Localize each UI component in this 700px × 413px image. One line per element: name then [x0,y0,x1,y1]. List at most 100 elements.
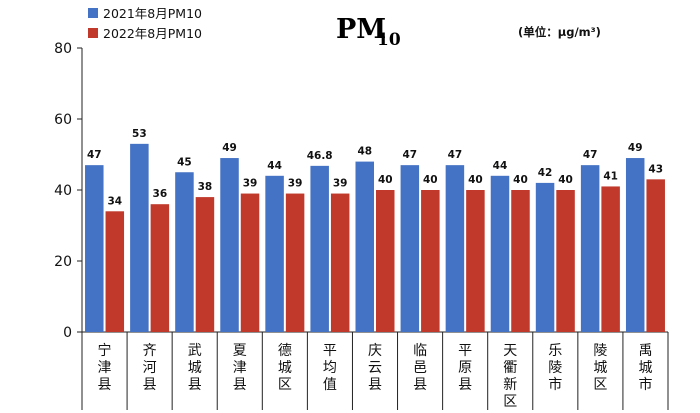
bar-2021 [490,175,510,332]
category-label-char: 城 [638,360,652,376]
category-label-char: 河 [143,360,157,376]
category-label-char: 县 [143,377,157,393]
y-tick-label: 40 [54,183,72,199]
data-label-2021: 46.8 [307,150,333,162]
category-label-char: 武 [188,343,202,359]
bar-2022 [601,186,620,332]
legend-swatch-2022 [88,28,98,38]
data-labels: 47 34 53 36 45 38 49 39 44 39 46.8 39 48 40 47 40 47 40 44… [87,128,663,207]
bar-2022 [511,190,530,332]
bar-2022 [195,197,215,332]
category-label-char: 区 [503,394,517,410]
category-label-char: 德 [278,343,292,359]
bar-2022 [646,179,665,332]
bar-2022 [376,190,395,332]
category-label-char: 陵 [548,360,562,376]
bars [85,143,665,332]
category-label-char: 齐 [143,343,157,359]
category-label-char: 云 [368,360,382,376]
unit-label: (单位：μg/m³) [518,25,601,39]
data-label-2021: 44 [267,160,282,172]
legend: 2021年8月PM10 2022年8月PM10 [88,6,202,41]
category-label-char: 庆 [368,343,382,359]
bar-2022 [466,190,485,332]
category-label-char: 陵 [593,343,607,359]
category-label-char: 县 [458,377,472,393]
legend-label-2021: 2021年8月PM10 [103,6,202,21]
category-label-char: 原 [458,360,472,376]
data-label-2022: 36 [153,188,168,200]
category-label-char: 新 [503,377,517,393]
bar-2021 [400,165,420,332]
data-label-2021: 42 [538,167,553,179]
chart-title-subscript: 10 [377,30,401,50]
category-label-char: 临 [413,343,427,359]
bar-2022 [556,190,575,332]
category-label-char: 宁 [98,342,112,359]
data-label-2022: 41 [603,170,618,182]
y-tick-label: 0 [63,325,72,341]
category-label-char: 县 [368,377,382,393]
data-label-2022: 38 [198,181,213,193]
data-label-2021: 47 [87,149,102,161]
category-label-char: 县 [98,377,112,393]
bar-2022 [150,204,170,332]
category-label-char: 城 [593,360,607,376]
bar-2021 [535,182,555,332]
legend-label-2022: 2022年8月PM10 [103,26,202,41]
bar-2021 [85,165,104,332]
data-label-2022: 43 [648,163,663,175]
category-label-char: 区 [593,377,607,393]
data-label-2022: 40 [558,174,573,186]
category-label-char: 夏 [233,343,247,359]
data-label-2021: 47 [403,149,418,161]
y-tick-label: 20 [54,254,72,270]
chart-title-main: PM [336,14,386,45]
bar-2021 [445,165,465,332]
category-label-char: 区 [278,377,292,393]
category-label-char: 值 [323,377,337,393]
category-label-char: 城 [278,360,292,376]
data-label-2022: 40 [423,174,438,186]
bar-2022 [240,193,260,332]
category-label-char: 邑 [413,360,427,376]
y-tick-label: 60 [54,112,72,128]
data-label-2022: 39 [288,178,303,190]
chart-title: PM 10 [336,14,401,50]
data-label-2021: 47 [583,149,598,161]
bar-2021 [265,175,284,332]
bar-2021 [220,158,239,332]
data-label-2022: 39 [243,178,258,190]
bar-2022 [105,211,125,332]
category-label-char: 平 [458,343,472,359]
data-label-2022: 34 [107,195,122,207]
bar-2021 [580,165,600,332]
category-label-char: 津 [98,360,112,376]
bar-2022 [330,193,350,332]
category-label-char: 县 [188,377,202,393]
bar-2022 [421,190,440,332]
category-label-char: 平 [323,343,337,359]
y-tick-label: 80 [54,41,72,57]
category-label-char: 市 [548,376,562,393]
bar-2021 [355,161,374,332]
category-label-char: 乐 [548,343,562,359]
data-label-2021: 49 [628,142,643,154]
bar-2021 [175,172,194,332]
category-label-char: 均 [323,360,337,376]
bar-2021 [625,158,645,332]
bar-2022 [285,193,305,332]
data-label-2021: 44 [493,160,508,172]
data-label-2022: 40 [378,174,393,186]
category-label-char: 衢 [503,359,517,376]
category-label-char: 城 [188,360,202,376]
category-label-char: 县 [233,377,247,393]
category-label-char: 禹 [638,343,652,359]
data-label-2021: 49 [222,142,237,154]
legend-swatch-2021 [88,8,98,18]
category-label-char: 天 [503,343,517,359]
data-label-2022: 40 [513,174,528,186]
data-label-2022: 40 [468,174,483,186]
